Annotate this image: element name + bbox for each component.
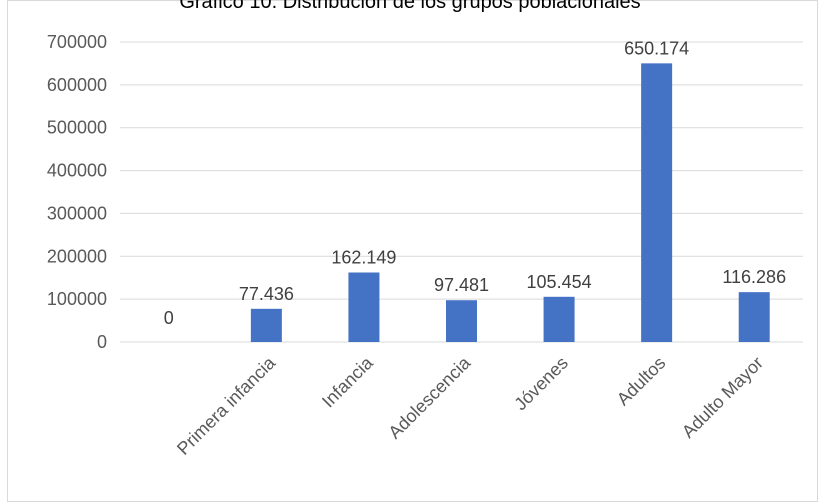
bar — [348, 272, 380, 342]
data-label: 162.149 — [331, 248, 396, 268]
x-tick-label: Primera infancia — [173, 352, 280, 459]
chart-frame — [7, 0, 818, 502]
y-tick-label: 200000 — [47, 246, 107, 266]
bar — [250, 308, 282, 342]
x-tick-label: Infancia — [318, 352, 377, 411]
x-tick-label: Jóvenes — [510, 353, 572, 415]
x-tick-label: Adulto Mayor — [678, 353, 767, 442]
y-tick-label: 400000 — [47, 161, 107, 181]
y-tick-label: 500000 — [47, 118, 107, 138]
x-tick-label: Adolescencia — [384, 352, 475, 443]
x-tick-label: Adultos — [613, 353, 670, 410]
data-label: 650.174 — [624, 38, 689, 58]
bar — [738, 292, 770, 342]
y-tick-label: 600000 — [47, 75, 107, 95]
gridlines — [120, 41, 803, 343]
bar — [543, 296, 575, 342]
y-tick-label: 100000 — [47, 289, 107, 309]
bars — [250, 63, 770, 342]
data-label: 116.286 — [722, 267, 786, 287]
data-labels: 0 77.436 162.149 97.481 105.454 650.174 116.28… — [164, 38, 786, 328]
data-label: 97.481 — [434, 275, 489, 295]
y-tick-label: 300000 — [47, 203, 107, 223]
y-axis-ticks: 0 100000 200000 300000 400000 500000 600000 700… — [47, 32, 107, 352]
bar — [446, 300, 477, 342]
y-tick-label: 0 — [97, 332, 107, 352]
x-axis-labels: Primera infancia Infancia Adolescencia Jóve… — [173, 352, 767, 459]
data-label: 77.436 — [239, 284, 294, 304]
data-label: 0 — [164, 308, 174, 328]
chart-title: Gráfico 10. Distribución de los grupos p… — [179, 0, 641, 13]
data-label: 105.454 — [527, 272, 592, 292]
bar — [641, 63, 673, 342]
y-tick-label: 700000 — [47, 32, 107, 52]
